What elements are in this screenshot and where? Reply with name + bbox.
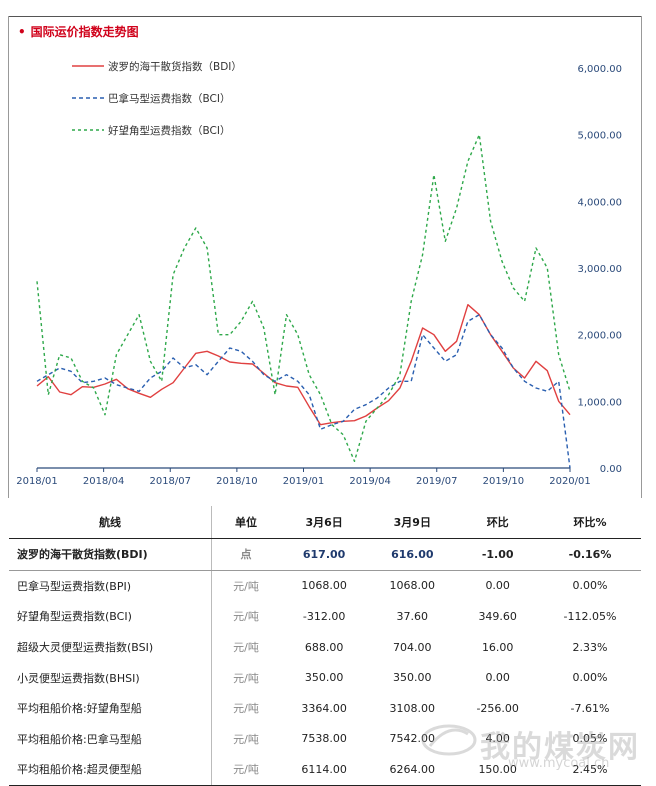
table-cell: 350.00	[393, 671, 432, 685]
table-cell: 小灵便型运费指数(BHSI)	[17, 671, 140, 685]
table-cell: 16.00	[481, 640, 514, 654]
freight-index-chart: 波罗的海干散货指数（BDI） 巴拿马型运费指数（BCI） 好望角型运费指数（BCI）…	[16, 60, 622, 487]
table-cell: 0.00	[485, 579, 510, 593]
watermark-url: www.mycoal.cn	[508, 756, 610, 771]
x-tick-label: 2018/01	[16, 476, 58, 487]
series-line-0	[36, 304, 571, 426]
table-header-cell: 环比	[456, 506, 539, 539]
x-tick-label: 2019/01	[283, 476, 325, 487]
table-cell: 1068.00	[389, 579, 436, 593]
chart-legend: 波罗的海干散货指数（BDI） 巴拿马型运费指数（BCI） 好望角型运费指数（BCI）	[72, 60, 242, 137]
table-body: 波罗的海干散货指数(BDI) 点 617.00 616.00 -1.00 -0.16% 巴拿…	[9, 538, 641, 786]
table-cell: 688.00	[304, 640, 344, 654]
table-cell: 4.00	[485, 732, 510, 746]
table-row: 超级大灵便型运费指数(BSI) 元/吨 688.00 704.00 16.00 2.33%	[9, 631, 641, 663]
table-cell: 2.33%	[572, 640, 608, 654]
axis-layer: 2018/01 2018/04 2018/07 2018/10 2019/01 2019/…	[16, 64, 622, 487]
x-tick-label: 2018/04	[83, 476, 125, 487]
table-cell: 平均租船价格:巴拿马型船	[17, 732, 142, 746]
x-tick-label: 2018/10	[216, 476, 258, 487]
table-header-cell: 环比%	[538, 506, 641, 539]
y-tick-label: 0.00	[600, 464, 622, 475]
table-cell: 0.00%	[572, 671, 608, 685]
series-layer	[36, 133, 571, 469]
table-cell: 0.05%	[572, 732, 608, 746]
table-cell: 704.00	[393, 640, 432, 654]
table-cell: 0.00%	[572, 579, 608, 593]
table-cell: -7.61%	[570, 701, 610, 715]
table-cell: 元/吨	[211, 631, 280, 663]
table-cell: 7542.00	[389, 732, 436, 746]
legend-label-2: 好望角型运费指数（BCI）	[108, 124, 230, 137]
right-rule	[641, 16, 642, 498]
table-header-cell: 单位	[211, 506, 280, 539]
table-cell: 元/吨	[211, 570, 280, 602]
table-cell: 元/吨	[211, 662, 280, 693]
top-rule	[8, 16, 642, 17]
table-cell: 3108.00	[389, 701, 436, 715]
table-cell: -1.00	[456, 538, 539, 571]
table-row: 平均租船价格:好望角型船 元/吨 3364.00 3108.00 -256.00 -7.6…	[9, 692, 641, 724]
table-header-row: 航线 单位 3月6日 3月9日 环比 环比%	[9, 506, 641, 539]
y-tick-label: 3,000.00	[577, 264, 622, 275]
watermark-text: 我的煤炭网	[480, 730, 640, 765]
table-cell: 元/吨	[211, 601, 280, 632]
table-cell: 元/吨	[211, 723, 280, 755]
y-tick-label: 4,000.00	[577, 197, 622, 208]
table-header-cell: 航线	[9, 506, 212, 539]
table-cell: 平均租船价格:好望角型船	[17, 702, 142, 716]
table-cell: 元/吨	[211, 754, 280, 786]
x-tick-label: 2019/04	[349, 476, 391, 487]
y-tick-label: 6,000.00	[577, 64, 622, 75]
chart-title-block: • 国际运价指数走势图	[18, 23, 139, 40]
table-cell: 3364.00	[301, 701, 347, 715]
table-cell: 6264.00	[368, 754, 457, 786]
series-line-2	[36, 133, 571, 462]
table-cell: 点	[211, 538, 280, 571]
table-header-cell: 3月9日	[368, 506, 457, 539]
y-tick-label: 5,000.00	[577, 131, 622, 142]
x-tick-label: 2019/07	[416, 476, 458, 487]
series-line-1	[36, 314, 571, 469]
table-cell: 1068.00	[301, 579, 347, 593]
title-bullet: •	[18, 25, 26, 39]
table-header-cell: 3月6日	[280, 506, 369, 539]
y-tick-label: 1,000.00	[577, 397, 622, 408]
legend-label-1: 巴拿马型运费指数（BCI）	[108, 92, 230, 105]
table-cell: 元/吨	[211, 692, 280, 724]
table-cell: 好望角型运费指数(BCI)	[17, 610, 132, 624]
table-cell: 0.00	[485, 671, 510, 685]
watermark-logo-icon	[421, 724, 477, 756]
table-cell: 平均租船价格:超灵便型船	[9, 754, 212, 786]
table-row: 平均租船价格:巴拿马型船 元/吨 7538.00 7542.00 4.00 0.05%	[9, 723, 641, 755]
table-cell: -112.05%	[563, 609, 617, 623]
legend-label-0: 波罗的海干散货指数（BDI）	[108, 60, 242, 73]
table-cell: 617.00	[280, 538, 369, 571]
x-tick-label: 2019/10	[483, 476, 525, 487]
y-tick-label: 2,000.00	[577, 331, 622, 342]
table-cell: 波罗的海干散货指数(BDI)	[9, 538, 212, 571]
table-row: 好望角型运费指数(BCI) 元/吨 -312.00 37.60 349.60 -112.0…	[9, 601, 641, 632]
table-cell: -312.00	[302, 609, 346, 623]
table-cell: 37.60	[396, 609, 429, 623]
freight-rate-table: 航线 单位 3月6日 3月9日 环比 环比% 波罗的海干散货指数(BDI) 点 617.00 6…	[9, 506, 641, 786]
table-cell: 616.00	[368, 538, 457, 571]
table-row: 巴拿马型运费指数(BPI) 元/吨 1068.00 1068.00 0.00 0.00%	[9, 570, 641, 602]
table-cell: 巴拿马型运费指数(BPI)	[17, 579, 132, 593]
table-row: 波罗的海干散货指数(BDI) 点 617.00 616.00 -1.00 -0.16%	[9, 538, 641, 571]
chart-title: 国际运价指数走势图	[30, 25, 139, 39]
table-cell: 349.60	[478, 609, 517, 623]
x-tick-label: 2018/07	[149, 476, 191, 487]
table-cell: -256.00	[476, 701, 519, 715]
left-rule	[8, 16, 9, 498]
table-cell: 6114.00	[280, 754, 369, 786]
table-cell: 350.00	[304, 671, 344, 685]
table-cell: 超级大灵便型运费指数(BSI)	[17, 641, 154, 655]
table-row: 小灵便型运费指数(BHSI) 元/吨 350.00 350.00 0.00 0.00%	[9, 662, 641, 693]
table-cell: 7538.00	[301, 732, 347, 746]
x-tick-label: 2020/01	[549, 476, 591, 487]
table-cell: -0.16%	[538, 538, 641, 571]
